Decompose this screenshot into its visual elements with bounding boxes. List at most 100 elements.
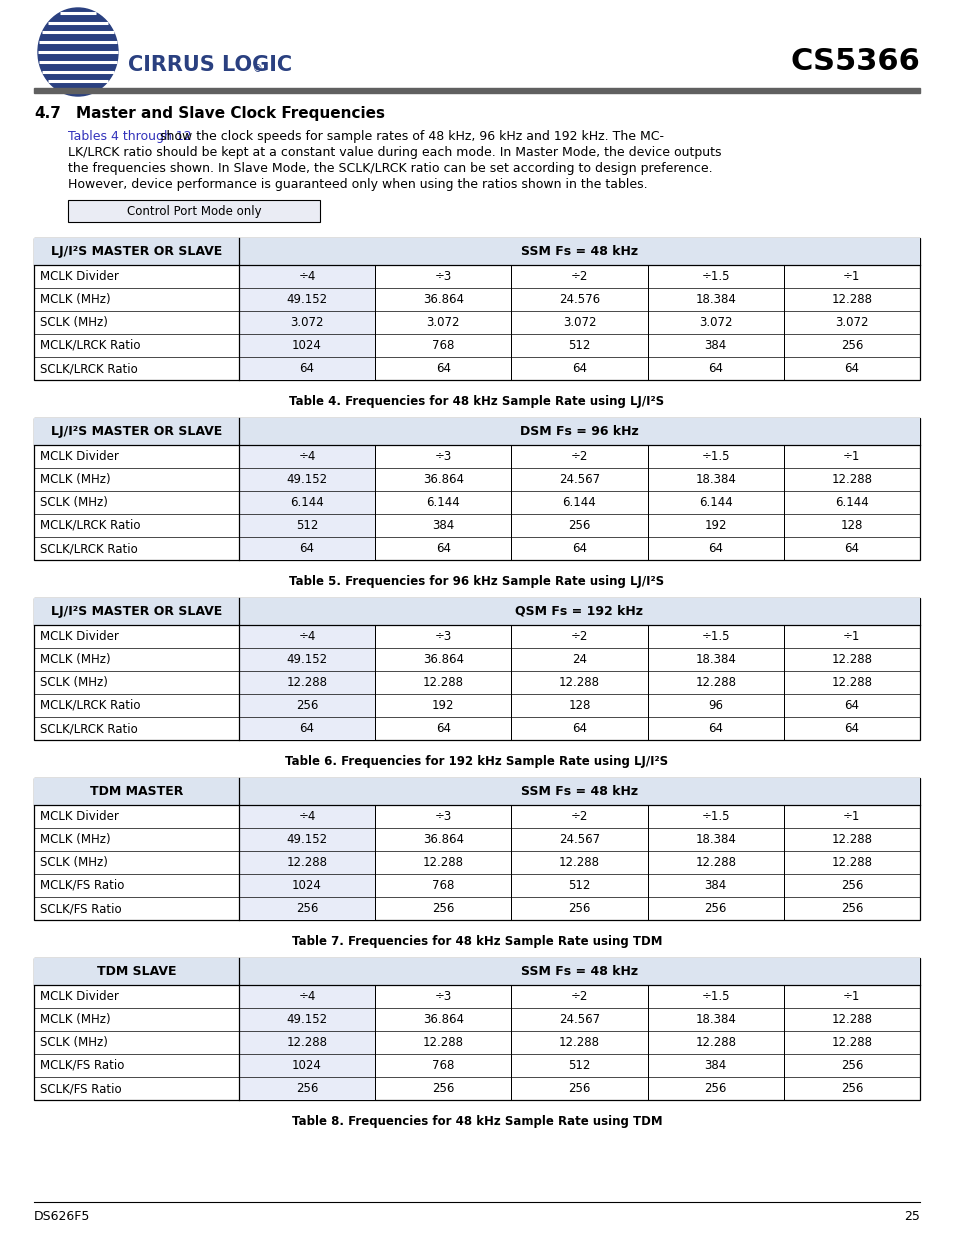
Text: 1024: 1024: [292, 338, 322, 352]
Bar: [34, 238, 919, 266]
Ellipse shape: [38, 7, 118, 96]
Bar: [239, 445, 375, 468]
Text: ÷4: ÷4: [298, 990, 315, 1003]
Text: 36.864: 36.864: [422, 1013, 463, 1026]
Text: 4.7: 4.7: [34, 106, 61, 121]
Text: 384: 384: [432, 519, 454, 532]
Text: ®: ®: [253, 64, 262, 74]
Text: Table 5. Frequencies for 96 kHz Sample Rate using LJ/I²S: Table 5. Frequencies for 96 kHz Sample R…: [289, 576, 664, 588]
Text: MCLK (MHz): MCLK (MHz): [40, 653, 111, 666]
Bar: [68, 200, 319, 222]
Text: the frequencies shown. In Slave Mode, the SCLK/LRCK ratio can be set according t: the frequencies shown. In Slave Mode, th…: [68, 162, 712, 175]
Text: 18.384: 18.384: [695, 473, 736, 487]
Text: 256: 256: [568, 1082, 590, 1095]
Text: 36.864: 36.864: [422, 653, 463, 666]
Bar: [34, 958, 919, 986]
Bar: [34, 598, 919, 625]
Text: 12.288: 12.288: [286, 1036, 327, 1049]
Text: SCLK/FS Ratio: SCLK/FS Ratio: [40, 902, 121, 915]
Text: LJ/I²S MASTER OR SLAVE: LJ/I²S MASTER OR SLAVE: [51, 425, 222, 438]
Text: MCLK Divider: MCLK Divider: [40, 630, 119, 643]
Text: 6.144: 6.144: [426, 496, 459, 509]
Text: 384: 384: [704, 1058, 726, 1072]
Text: 12.288: 12.288: [422, 676, 463, 689]
Text: 64: 64: [299, 722, 314, 735]
Text: 768: 768: [432, 879, 454, 892]
Bar: [34, 417, 919, 559]
Bar: [239, 333, 375, 357]
Text: MCLK (MHz): MCLK (MHz): [40, 293, 111, 306]
Bar: [239, 514, 375, 537]
Text: 24.576: 24.576: [558, 293, 599, 306]
Text: 64: 64: [436, 542, 451, 555]
Text: 64: 64: [572, 722, 586, 735]
Bar: [239, 1077, 375, 1100]
Text: 12.288: 12.288: [830, 676, 871, 689]
Text: DS626F5: DS626F5: [34, 1209, 91, 1223]
Text: MCLK Divider: MCLK Divider: [40, 450, 119, 463]
Text: 3.072: 3.072: [290, 316, 323, 329]
Text: Tables 4 through 12: Tables 4 through 12: [68, 130, 192, 143]
Text: 256: 256: [840, 879, 862, 892]
Text: 1024: 1024: [292, 1058, 322, 1072]
Text: Table 7. Frequencies for 48 kHz Sample Rate using TDM: Table 7. Frequencies for 48 kHz Sample R…: [292, 935, 661, 948]
Bar: [34, 598, 919, 740]
Text: 36.864: 36.864: [422, 293, 463, 306]
Bar: [239, 357, 375, 380]
Text: ÷1.5: ÷1.5: [700, 810, 729, 823]
Text: DSM Fs = 96 kHz: DSM Fs = 96 kHz: [519, 425, 639, 438]
Text: ÷3: ÷3: [435, 450, 452, 463]
Text: ÷3: ÷3: [435, 990, 452, 1003]
Bar: [34, 238, 919, 380]
Text: 49.152: 49.152: [286, 832, 327, 846]
Text: MCLK/LRCK Ratio: MCLK/LRCK Ratio: [40, 338, 140, 352]
Bar: [239, 468, 375, 492]
Bar: [239, 827, 375, 851]
Text: 1024: 1024: [292, 879, 322, 892]
Text: 3.072: 3.072: [426, 316, 459, 329]
Text: 768: 768: [432, 1058, 454, 1072]
Text: ÷3: ÷3: [435, 270, 452, 283]
Bar: [34, 778, 919, 805]
Text: ÷2: ÷2: [570, 270, 588, 283]
Bar: [239, 311, 375, 333]
Text: TDM MASTER: TDM MASTER: [90, 785, 183, 798]
Text: MCLK/LRCK Ratio: MCLK/LRCK Ratio: [40, 519, 140, 532]
Text: 64: 64: [572, 542, 586, 555]
Text: 512: 512: [568, 1058, 590, 1072]
Bar: [239, 851, 375, 874]
Text: 12.288: 12.288: [558, 1036, 599, 1049]
Text: CS5366: CS5366: [789, 47, 919, 77]
Text: 128: 128: [568, 699, 590, 713]
Text: 12.288: 12.288: [558, 676, 599, 689]
Bar: [239, 537, 375, 559]
Text: MCLK/FS Ratio: MCLK/FS Ratio: [40, 879, 124, 892]
Text: 128: 128: [840, 519, 862, 532]
Text: 256: 256: [432, 1082, 454, 1095]
Text: 256: 256: [840, 338, 862, 352]
Text: 192: 192: [432, 699, 454, 713]
Text: 512: 512: [568, 879, 590, 892]
Text: 64: 64: [843, 542, 859, 555]
Text: 256: 256: [568, 902, 590, 915]
Text: 64: 64: [436, 362, 451, 375]
Text: ÷2: ÷2: [570, 990, 588, 1003]
Text: SSM Fs = 48 kHz: SSM Fs = 48 kHz: [520, 785, 638, 798]
Text: 64: 64: [707, 362, 722, 375]
Text: SCLK/LRCK Ratio: SCLK/LRCK Ratio: [40, 542, 137, 555]
Text: SCLK (MHz): SCLK (MHz): [40, 316, 108, 329]
Text: MCLK Divider: MCLK Divider: [40, 810, 119, 823]
Bar: [239, 718, 375, 740]
Text: 12.288: 12.288: [422, 856, 463, 869]
Text: 36.864: 36.864: [422, 473, 463, 487]
Text: MCLK (MHz): MCLK (MHz): [40, 1013, 111, 1026]
Text: Control Port Mode only: Control Port Mode only: [127, 205, 261, 217]
Bar: [239, 1031, 375, 1053]
Text: MCLK (MHz): MCLK (MHz): [40, 473, 111, 487]
Text: ÷3: ÷3: [435, 810, 452, 823]
Text: LK/LRCK ratio should be kept at a constant value during each mode. In Master Mod: LK/LRCK ratio should be kept at a consta…: [68, 146, 720, 159]
Text: 18.384: 18.384: [695, 653, 736, 666]
Text: 64: 64: [843, 362, 859, 375]
Text: 64: 64: [436, 722, 451, 735]
Text: 64: 64: [707, 722, 722, 735]
